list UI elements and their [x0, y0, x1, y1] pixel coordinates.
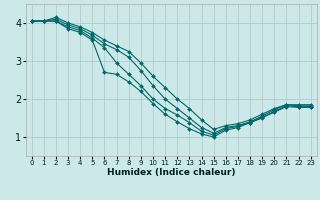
X-axis label: Humidex (Indice chaleur): Humidex (Indice chaleur): [107, 168, 236, 177]
